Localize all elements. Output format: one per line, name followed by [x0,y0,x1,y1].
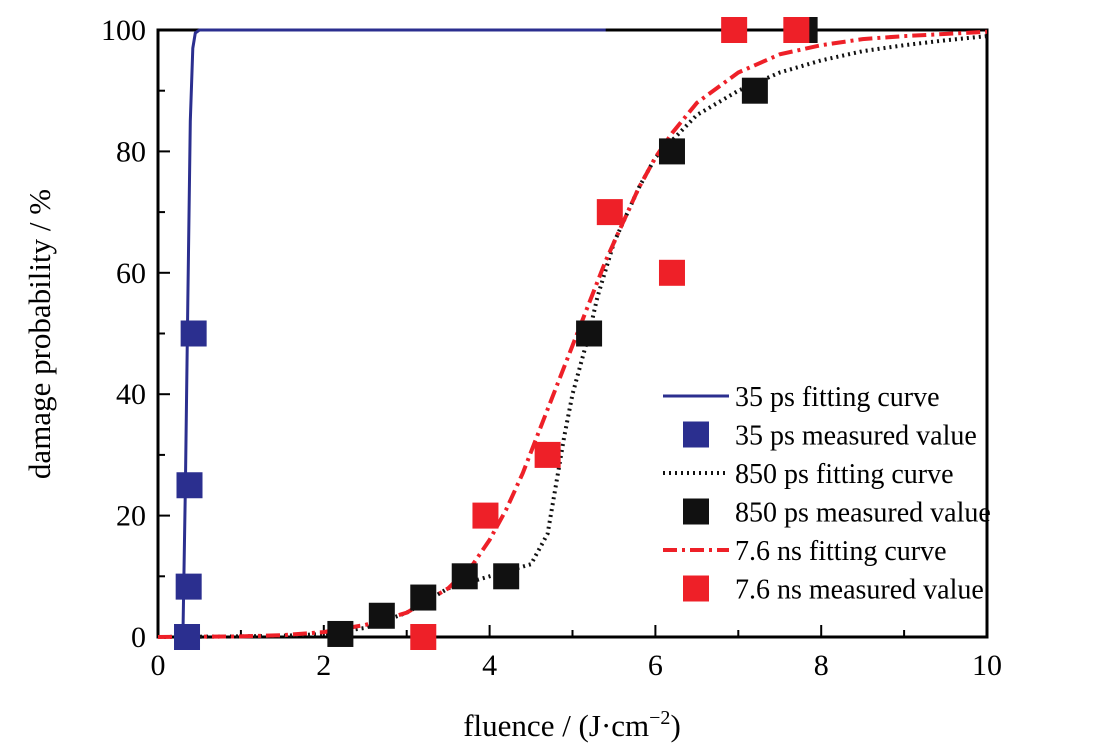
y-tick-label: 20 [116,500,146,533]
y-ticks: 0 20 40 60 80 100 [101,14,170,654]
y-tick-label: 0 [131,621,146,654]
data-point [175,573,202,600]
data-point [493,563,520,590]
data-point [783,17,810,43]
legend-marker-swatch [683,575,709,602]
y-tick-label: 80 [116,135,146,168]
data-point [658,259,685,286]
data-point [451,563,478,590]
x-axis-title: fluence / (J·cm−2) [463,707,681,743]
x-axis-title-main: fluence / (J·cm [463,708,649,743]
x-axis-title-sup: −2 [649,707,670,729]
y-axis-title: damage probability / % [22,189,57,479]
data-point [410,624,437,650]
x-tick-label: 10 [972,649,1002,682]
axes: 0 2 4 6 8 10 0 20 40 60 80 100 [101,14,1002,682]
x-ticks: 0 2 4 6 8 10 [151,625,1002,682]
y-tick-label: 100 [101,14,146,47]
data-point [180,320,207,347]
legend-label: 35 ps fitting curve [735,382,940,413]
legend-label: 850 ps fitting curve [735,459,954,490]
data-point [596,199,623,226]
data-point [576,320,603,347]
legend: 35 ps fitting curve 35 ps measured value 8… [663,382,991,606]
data-point [721,17,748,43]
x-tick-label: 0 [151,649,166,682]
x-tick-label: 6 [648,649,663,682]
data-point [327,620,354,647]
series-layer [157,17,988,650]
legend-label: 850 ps measured value [735,498,991,529]
series-line-0 [181,28,606,638]
data-point [472,502,499,529]
x-axis-title-end: ) [670,708,680,743]
legend-label: 35 ps measured value [735,421,977,452]
x-tick-label: 4 [482,649,497,682]
data-point [658,138,685,165]
data-point [174,624,201,650]
x-tick-label: 2 [316,649,331,682]
legend-label: 7.6 ns measured value [735,575,984,606]
y-tick-label: 40 [116,378,146,411]
data-point [176,472,203,499]
legend-marker-swatch [683,498,709,525]
y-tick-label: 60 [116,257,146,290]
x-tick-label: 8 [814,649,829,682]
legend-marker-swatch [683,421,709,448]
data-point [741,77,768,104]
data-point [368,602,395,629]
legend-label: 7.6 ns fitting curve [735,536,947,567]
data-point [534,441,561,468]
data-point [410,584,437,611]
